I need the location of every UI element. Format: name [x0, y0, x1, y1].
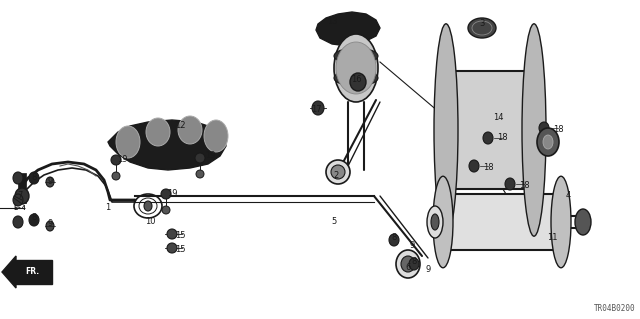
Ellipse shape [575, 209, 591, 235]
Ellipse shape [336, 42, 376, 94]
Ellipse shape [312, 101, 324, 115]
Text: TR04B0200: TR04B0200 [595, 304, 636, 313]
Text: 7: 7 [17, 191, 22, 201]
Text: FR.: FR. [25, 268, 39, 277]
Text: 10: 10 [145, 218, 156, 226]
Text: 9: 9 [426, 265, 431, 275]
Text: 6: 6 [405, 263, 411, 272]
Text: 12: 12 [175, 122, 185, 130]
Ellipse shape [468, 18, 496, 38]
Ellipse shape [409, 258, 419, 270]
Ellipse shape [167, 229, 177, 239]
Text: 18: 18 [497, 133, 508, 143]
Ellipse shape [537, 128, 559, 156]
Ellipse shape [112, 172, 120, 180]
Ellipse shape [116, 126, 140, 158]
FancyBboxPatch shape [441, 194, 563, 250]
Text: 19: 19 [116, 155, 127, 165]
Text: 14: 14 [493, 114, 503, 122]
Text: 16: 16 [351, 76, 362, 85]
Text: 4: 4 [565, 191, 571, 201]
Text: 19: 19 [205, 152, 215, 160]
Text: 13: 13 [326, 18, 337, 26]
Polygon shape [108, 120, 226, 170]
Text: 15: 15 [175, 232, 185, 241]
Text: 1: 1 [106, 204, 111, 212]
Ellipse shape [111, 155, 121, 165]
Ellipse shape [195, 153, 205, 163]
Ellipse shape [522, 24, 546, 236]
Ellipse shape [350, 73, 366, 91]
Text: E-4: E-4 [13, 205, 26, 211]
Ellipse shape [29, 214, 39, 226]
Ellipse shape [15, 188, 29, 204]
Ellipse shape [433, 176, 453, 268]
Ellipse shape [29, 172, 39, 184]
Ellipse shape [431, 214, 439, 230]
Text: 18: 18 [483, 164, 493, 173]
Ellipse shape [543, 135, 553, 149]
Ellipse shape [161, 189, 171, 199]
Text: 15: 15 [175, 246, 185, 255]
Text: 8: 8 [31, 174, 36, 182]
Text: 17: 17 [310, 106, 321, 115]
Text: 8: 8 [391, 234, 397, 242]
Ellipse shape [434, 24, 458, 236]
Ellipse shape [46, 221, 54, 231]
Ellipse shape [178, 116, 202, 144]
Ellipse shape [539, 122, 549, 134]
Bar [18, 173, 26, 203]
Ellipse shape [331, 165, 345, 179]
Text: 9: 9 [47, 219, 52, 228]
Ellipse shape [13, 172, 23, 184]
Ellipse shape [146, 118, 170, 146]
Text: 18: 18 [553, 125, 563, 135]
Text: 19: 19 [167, 189, 177, 198]
Text: 9: 9 [47, 177, 52, 187]
Ellipse shape [13, 194, 23, 206]
Ellipse shape [469, 160, 479, 172]
Text: 11: 11 [547, 234, 557, 242]
Ellipse shape [144, 201, 152, 211]
Ellipse shape [396, 250, 420, 278]
Text: 9: 9 [410, 241, 415, 250]
Bar [446, 71, 534, 189]
Ellipse shape [483, 132, 493, 144]
Ellipse shape [13, 216, 23, 228]
Text: 18: 18 [518, 182, 529, 190]
Text: 2: 2 [333, 172, 339, 181]
Polygon shape [316, 12, 380, 46]
Ellipse shape [326, 160, 350, 184]
Ellipse shape [334, 34, 378, 102]
Ellipse shape [334, 70, 378, 86]
Text: 3: 3 [479, 19, 484, 28]
Ellipse shape [389, 234, 399, 246]
Ellipse shape [505, 178, 515, 190]
Polygon shape [2, 256, 16, 288]
Ellipse shape [551, 176, 571, 268]
Text: 8: 8 [31, 213, 36, 222]
Text: 5: 5 [332, 218, 337, 226]
Ellipse shape [204, 120, 228, 152]
Ellipse shape [196, 170, 204, 178]
Ellipse shape [334, 48, 378, 64]
Ellipse shape [427, 206, 443, 238]
Ellipse shape [46, 177, 54, 187]
Ellipse shape [401, 256, 415, 272]
Text: 8: 8 [412, 257, 417, 266]
Ellipse shape [162, 206, 170, 214]
Ellipse shape [167, 243, 177, 253]
Polygon shape [16, 260, 52, 284]
